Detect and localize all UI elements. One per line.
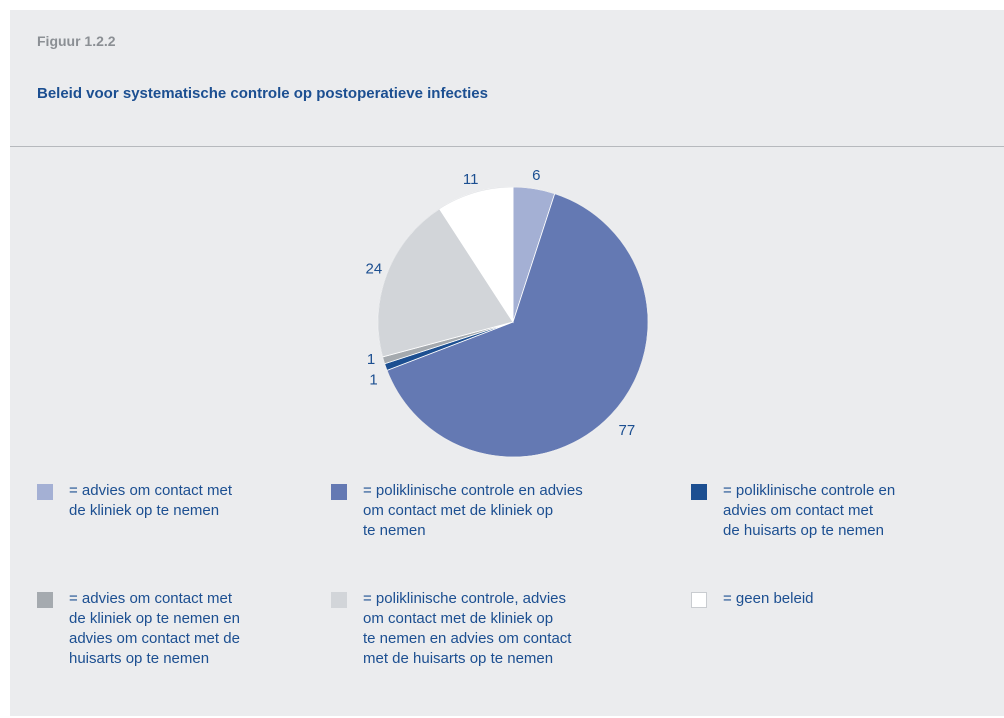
legend-label: = advies om contact met de kliniek op te … (69, 481, 232, 521)
legend-label-line: advies om contact met (723, 502, 874, 519)
legend-label-line: te nemen (363, 522, 426, 539)
legend-label: = geen beleid (723, 589, 814, 609)
legend-label-line: huisarts op te nemen (69, 650, 210, 667)
figure-panel: Figuur 1.2.2 Beleid voor systematische c… (10, 10, 1004, 716)
figure-label: Figuur 1.2.2 (37, 33, 116, 49)
legend-label-line: = advies om contact met (69, 482, 232, 499)
legend-swatch (691, 484, 707, 500)
legend-label-line: advies om contact met de (69, 630, 240, 647)
legend-swatch (691, 592, 707, 608)
legend-label-line: = advies om contact met (69, 590, 232, 607)
legend-label-line: om contact met de kliniek op (363, 610, 554, 627)
slice-value-label: 11 (463, 171, 479, 188)
legend-label-line: te nemen en advies om contact (363, 630, 572, 647)
legend-label-line: de kliniek op te nemen (69, 502, 220, 519)
slice-value-label: 1 (367, 351, 375, 368)
legend-label-line: = poliklinische controle, advies (363, 590, 567, 607)
figure-title: Beleid voor systematische controle op po… (37, 85, 488, 102)
legend-label: = poliklinische controle en advies om con… (723, 481, 895, 541)
legend-label-line: de huisarts op te nemen (723, 522, 884, 539)
legend-swatch (331, 484, 347, 500)
legend-label-line: met de huisarts op te nemen (363, 650, 554, 667)
legend-label-line: = geen beleid (723, 590, 814, 607)
legend-label-line: de kliniek op te nemen en (69, 610, 240, 627)
divider (10, 146, 1004, 147)
legend-swatch (37, 484, 53, 500)
legend-label: = poliklinische controle en advies om con… (363, 481, 583, 541)
slice-value-label: 24 (366, 261, 383, 278)
slice-value-label: 1 (369, 371, 377, 388)
slice-value-label: 77 (619, 422, 636, 439)
legend-label: = poliklinische controle, advies om conta… (363, 589, 571, 669)
legend-label-line: om contact met de kliniek op (363, 502, 554, 519)
legend-swatch (37, 592, 53, 608)
legend-label-line: = poliklinische controle en (723, 482, 896, 499)
pie-outline (377, 186, 649, 458)
legend-swatch (331, 592, 347, 608)
legend-label-line: = poliklinische controle en advies (363, 482, 583, 499)
legend-label: = advies om contact met de kliniek op te … (69, 589, 240, 669)
slice-value-label: 6 (532, 167, 540, 184)
